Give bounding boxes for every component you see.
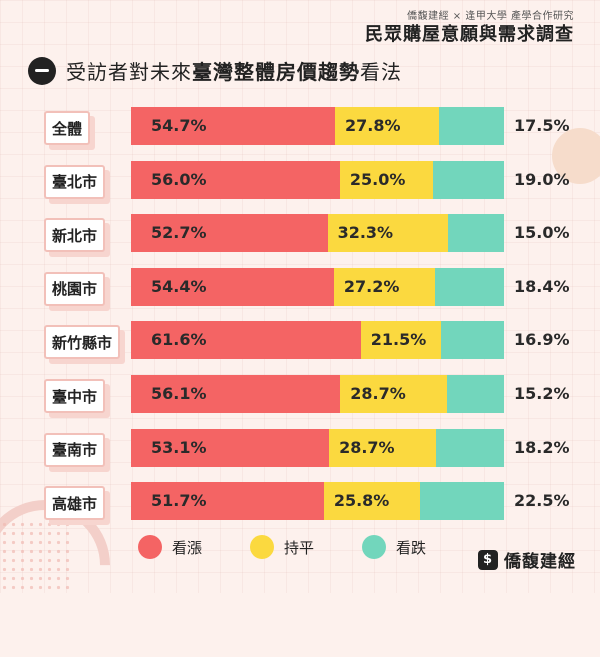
bar-segment-down: [435, 267, 505, 306]
bar-segment-flat: [329, 428, 437, 467]
section-heading-text: 受訪者對未來臺灣整體房價趨勢看法: [66, 56, 402, 85]
data-label-down: 17.5%: [514, 116, 570, 135]
region-label: 新竹縣市: [44, 325, 121, 360]
data-label-down: 15.0%: [514, 223, 570, 243]
bar-segment-down: [448, 214, 505, 253]
bar-segment-flat: [323, 482, 421, 521]
legend-swatch-down: [362, 535, 387, 559]
bar-row: 56.1% 28.7%: [131, 375, 505, 413]
data-label-up: 53.1%: [151, 437, 207, 457]
region-label: 臺北市: [44, 164, 106, 199]
header-title: 民眾購屋意願與需求調查: [365, 24, 574, 45]
legend: 看漲 持平 看跌: [138, 535, 474, 559]
bar-segment-flat: [340, 375, 448, 413]
bar-segment-up: [131, 107, 336, 145]
data-label-down: 18.2%: [514, 437, 570, 457]
data-label-flat: 28.7%: [350, 384, 406, 403]
bar-segment-down: [438, 107, 505, 145]
section-heading: 受訪者對未來臺灣整體房價趨勢看法: [28, 56, 402, 85]
bar-segment-up: [131, 214, 329, 253]
bar-segment-down: [433, 160, 505, 199]
data-label-down: 15.2%: [514, 384, 570, 403]
legend-label-flat: 持平: [284, 538, 315, 557]
bar-segment-flat: [360, 321, 442, 360]
data-label-down: 16.9%: [514, 330, 570, 350]
brand-name: 僑馥建經: [504, 552, 576, 572]
bar-segment-flat: [333, 267, 436, 306]
data-label-down: 19.0%: [514, 169, 570, 189]
bar-segment-up: [131, 482, 325, 521]
minus-circle-icon: [28, 56, 56, 85]
data-label-up: 61.6%: [151, 330, 207, 350]
heading-bold: 臺灣整體房價趨勢: [192, 60, 360, 84]
data-label-flat: 27.2%: [343, 276, 400, 296]
data-label-up: 51.7%: [151, 491, 207, 511]
data-label-flat: 21.5%: [370, 330, 427, 350]
data-label-flat: 32.3%: [337, 223, 394, 243]
legend-swatch-up: [138, 535, 162, 559]
data-label-up: 54.4%: [151, 276, 207, 296]
data-label-up: 54.7%: [151, 116, 207, 135]
bar-segment-flat: [335, 107, 440, 145]
data-label-up: 52.7%: [151, 223, 207, 243]
legend-item-flat: 持平: [250, 535, 314, 559]
bar-row: 54.4% 27.2%: [131, 267, 505, 306]
bar-segment-flat: [327, 214, 449, 253]
legend-label-down: 看跌: [396, 538, 427, 557]
bar-segment-up: [131, 160, 341, 199]
decorative-dots: [0, 520, 70, 590]
region-label: 全體: [44, 111, 91, 145]
brand-icon: $: [478, 549, 498, 570]
bar-row: 54.7% 27.8%: [131, 107, 505, 145]
bar-segment-up: [131, 321, 362, 360]
bar-segment-down: [447, 375, 505, 413]
region-label: 新北市: [44, 218, 106, 253]
decorative-circle: [552, 128, 600, 184]
legend-label-up: 看漲: [172, 538, 203, 557]
region-label: 桃園市: [44, 271, 106, 306]
heading-post: 看法: [360, 60, 402, 84]
bar-segment-down: [436, 428, 505, 467]
bar-segment-up: [131, 375, 341, 413]
header-credit: 僑馥建經 × 逢甲大學 產學合作研究: [407, 11, 574, 22]
bar-row: 52.7% 32.3%: [131, 214, 505, 253]
data-label-down: 18.4%: [514, 276, 570, 296]
stacked-bar-chart: 全體 54.7% 27.8% 17.5% 臺北市 56.0% 25.0% 19.0% 新北市 52…: [44, 107, 570, 521]
data-label-flat: 25.0%: [349, 169, 406, 189]
legend-item-down: 看跌: [362, 535, 426, 559]
data-label-down: 22.5%: [514, 491, 570, 511]
data-label-flat: 28.7%: [339, 437, 395, 457]
bar-row: 56.0% 25.0%: [131, 160, 505, 199]
bar-row: 61.6% 21.5%: [131, 321, 505, 360]
region-label: 臺南市: [44, 432, 106, 467]
bar-row: 51.7% 25.8%: [131, 482, 505, 521]
bar-row: 53.1% 28.7%: [131, 428, 505, 467]
bar-segment-flat: [339, 160, 434, 199]
heading-pre: 受訪者對未來: [66, 60, 192, 84]
legend-swatch-flat: [250, 535, 275, 559]
bar-segment-down: [440, 321, 505, 360]
data-label-up: 56.0%: [151, 169, 207, 189]
data-label-up: 56.1%: [151, 384, 207, 403]
data-label-flat: 25.8%: [333, 491, 390, 511]
legend-item-up: 看漲: [138, 535, 202, 559]
region-label: 臺中市: [44, 379, 106, 413]
brand-logo: $ 僑馥建經: [478, 547, 576, 572]
data-label-flat: 27.8%: [345, 116, 401, 135]
bar-segment-up: [131, 428, 330, 467]
region-label: 高雄市: [44, 486, 106, 521]
bar-segment-up: [131, 267, 335, 306]
bar-segment-down: [420, 482, 505, 521]
